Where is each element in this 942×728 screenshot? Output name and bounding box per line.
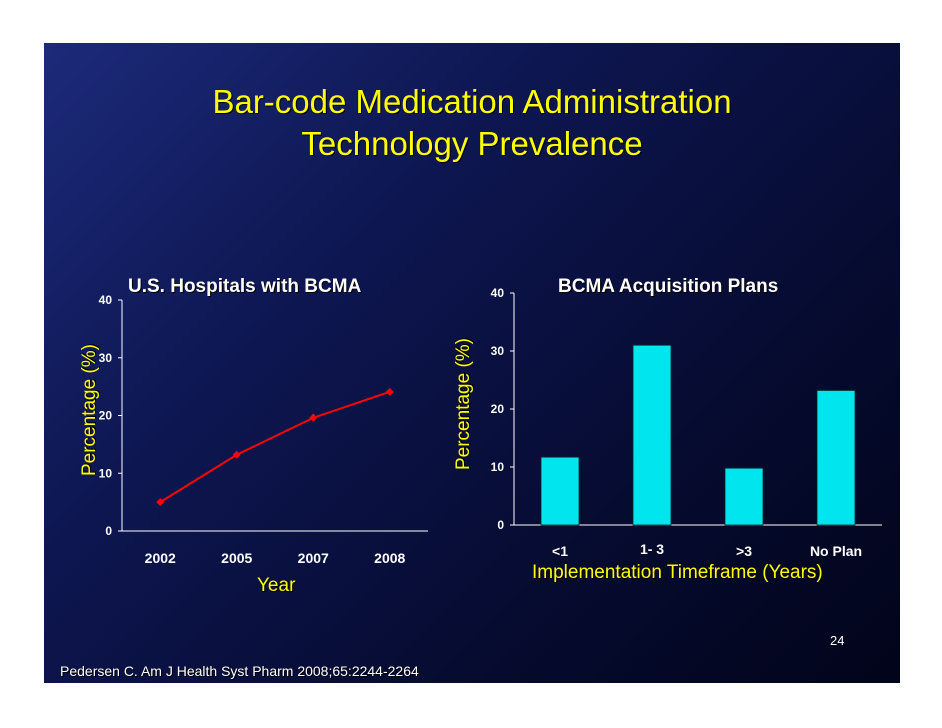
title-line-2: Technology Prevalence bbox=[301, 125, 643, 162]
bar-chart-bar bbox=[724, 467, 764, 526]
bar-chart-category-label: <1 bbox=[552, 543, 568, 559]
bar-chart-ytick-label: 10 bbox=[491, 460, 505, 474]
line-chart-category-label: 2007 bbox=[298, 550, 329, 566]
bar-chart-ytick-label: 40 bbox=[491, 286, 505, 300]
bar-chart-category-label: 1- 3 bbox=[640, 541, 664, 557]
line-chart-category-label: 2005 bbox=[221, 550, 252, 566]
line-chart-category-label: 2008 bbox=[374, 550, 405, 566]
bar-chart-bar bbox=[816, 390, 856, 526]
bar-chart: 0 10 20 30 40 <1 1- 3 >3 No Plan bbox=[491, 286, 882, 559]
bar-chart-ytick-label: 20 bbox=[491, 402, 505, 416]
slide: Bar-code Medication Administration Techn… bbox=[44, 43, 900, 683]
page-number: 24 bbox=[830, 633, 845, 648]
citation: Pedersen C. Am J Health Syst Pharm 2008;… bbox=[60, 663, 419, 679]
bar-chart-bar bbox=[540, 456, 580, 526]
title-line-1: Bar-code Medication Administration bbox=[212, 83, 732, 120]
bar-chart-xlabel: Implementation Timeframe (Years) bbox=[532, 562, 823, 583]
line-chart-ytick-label: 0 bbox=[105, 524, 112, 538]
line-chart-category-label: 2002 bbox=[145, 550, 176, 566]
bar-chart-category-label: >3 bbox=[736, 543, 752, 559]
line-chart-point bbox=[232, 450, 241, 459]
bar-chart-category-label: No Plan bbox=[810, 543, 862, 559]
line-chart-series-line bbox=[159, 390, 391, 503]
bar-chart-bar bbox=[632, 344, 672, 526]
line-chart-xlabel: Year bbox=[257, 575, 296, 596]
line-chart-point bbox=[156, 498, 165, 507]
bar-chart-title: BCMA Acquisition Plans bbox=[558, 276, 779, 297]
slide-title: Bar-code Medication Administration Techn… bbox=[44, 81, 900, 165]
line-chart-point bbox=[385, 387, 394, 396]
bar-chart-ytick-label: 0 bbox=[497, 518, 504, 532]
line-chart-ytick-label: 20 bbox=[99, 409, 113, 423]
line-chart-point bbox=[309, 413, 318, 422]
bar-chart-ytick-label: 30 bbox=[491, 344, 505, 358]
line-chart-ytick-label: 10 bbox=[99, 466, 113, 480]
line-chart-title: U.S. Hospitals with BCMA bbox=[128, 276, 362, 297]
line-chart-ytick-label: 30 bbox=[99, 351, 113, 365]
line-chart-ytick-label: 40 bbox=[99, 293, 113, 307]
line-chart: 0 10 20 30 40 2002 2005 2007 2008 bbox=[99, 293, 428, 566]
